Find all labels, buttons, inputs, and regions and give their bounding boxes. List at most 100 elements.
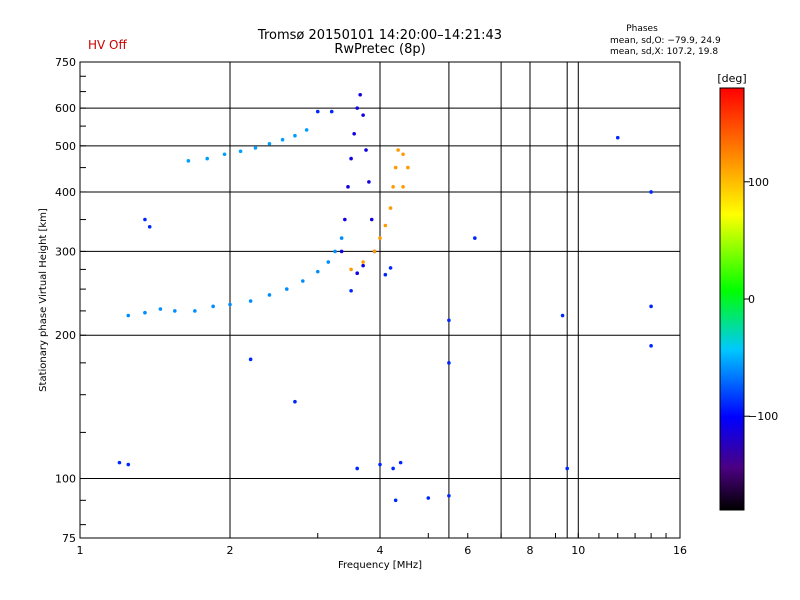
data-point	[284, 287, 289, 291]
data-point	[293, 399, 297, 404]
colorbar-tick-label: 0	[748, 293, 755, 306]
data-point	[369, 217, 374, 222]
phases-title: Phases	[626, 24, 658, 34]
y-tick-label: 75	[62, 532, 76, 545]
phases-x-stats: mean, sd,X: 107.2, 19.8	[610, 47, 718, 57]
data-point	[333, 249, 337, 254]
data-point	[193, 309, 197, 313]
chart-subtitle: RwPretec (8p)	[334, 42, 425, 57]
data-point	[378, 462, 382, 467]
data-point	[355, 466, 359, 471]
data-point	[447, 318, 451, 323]
data-point	[378, 236, 382, 240]
data-point	[158, 307, 163, 311]
colorbar	[719, 87, 745, 511]
data-point	[406, 165, 410, 170]
data-point	[301, 279, 305, 283]
data-point	[339, 236, 344, 240]
data-point	[364, 148, 368, 152]
data-point	[211, 304, 215, 309]
data-point	[473, 236, 477, 240]
data-point	[339, 249, 344, 254]
data-point	[361, 113, 365, 117]
data-point	[315, 109, 320, 114]
data-point	[401, 152, 405, 157]
x-tick-label: 1	[77, 544, 84, 557]
data-point	[253, 146, 258, 150]
y-tick-label: 500	[55, 140, 76, 153]
y-tick-label: 750	[55, 56, 76, 69]
x-tick-label: 8	[527, 544, 534, 557]
data-point	[349, 156, 353, 161]
data-point	[355, 106, 359, 110]
data-point	[143, 217, 147, 222]
y-tick-label: 200	[55, 329, 76, 342]
y-tick-label: 400	[55, 186, 76, 199]
data-point	[248, 357, 253, 362]
data-point	[426, 496, 431, 500]
x-tick-label: 10	[571, 544, 585, 557]
data-point	[147, 224, 152, 229]
x-axis-label: Frequency [MHz]	[338, 560, 422, 571]
data-point	[396, 148, 400, 152]
data-point	[391, 185, 395, 189]
x-tick-label: 4	[377, 544, 384, 557]
data-point	[238, 149, 243, 154]
chart-title: Tromsø 20150101 14:20:00–14:21:43	[257, 28, 502, 43]
data-point	[615, 135, 620, 140]
data-point	[565, 466, 569, 471]
data-point	[649, 304, 653, 309]
data-point	[126, 313, 131, 318]
data-point	[383, 272, 388, 277]
data-point	[388, 206, 393, 210]
data-point	[393, 498, 398, 503]
data-point	[326, 260, 331, 264]
data-point	[267, 293, 272, 297]
data-point	[447, 493, 451, 498]
data-point	[361, 260, 365, 264]
data-point	[280, 137, 285, 142]
data-point	[304, 128, 309, 132]
y-tick-label: 300	[55, 245, 76, 258]
data-point	[267, 141, 272, 146]
x-tick-label: 2	[227, 544, 234, 557]
colorbar-tick-label: 100	[748, 176, 769, 189]
data-point	[248, 299, 253, 303]
data-point	[393, 165, 398, 170]
grid-lines	[80, 62, 680, 538]
y-tick-label: 100	[55, 473, 76, 486]
data-point	[649, 190, 653, 194]
data-point	[117, 460, 122, 465]
data-point	[355, 271, 359, 276]
data-point	[329, 109, 334, 114]
hv-status: HV Off	[88, 38, 127, 52]
data-point	[343, 217, 347, 222]
data-points	[117, 92, 653, 503]
x-tick-label: 16	[673, 544, 687, 557]
data-point	[398, 460, 403, 465]
data-point	[349, 288, 353, 293]
data-point	[401, 185, 405, 189]
colorbar-ticks: 100 0 −100	[744, 176, 778, 423]
data-point	[447, 361, 451, 365]
y-tick-label: 600	[55, 102, 76, 115]
x-axis: 1 2 4 6 8 10 16	[77, 533, 687, 557]
data-point	[346, 185, 350, 189]
data-point	[228, 302, 232, 307]
data-point	[649, 344, 653, 348]
data-point	[205, 156, 209, 161]
data-point	[391, 466, 395, 471]
phases-o-stats: mean, sd,O: −79.9, 24.9	[610, 36, 721, 46]
data-point	[560, 313, 565, 318]
data-point	[367, 180, 371, 184]
data-point	[186, 159, 191, 163]
data-point	[315, 269, 320, 274]
data-point	[173, 309, 177, 313]
data-point	[143, 310, 147, 315]
data-point	[358, 92, 362, 97]
x-tick-label: 6	[464, 544, 471, 557]
data-point	[361, 263, 365, 268]
y-axis: 75 100 200 300 400 500 600 750	[55, 56, 86, 545]
data-point	[383, 223, 388, 228]
